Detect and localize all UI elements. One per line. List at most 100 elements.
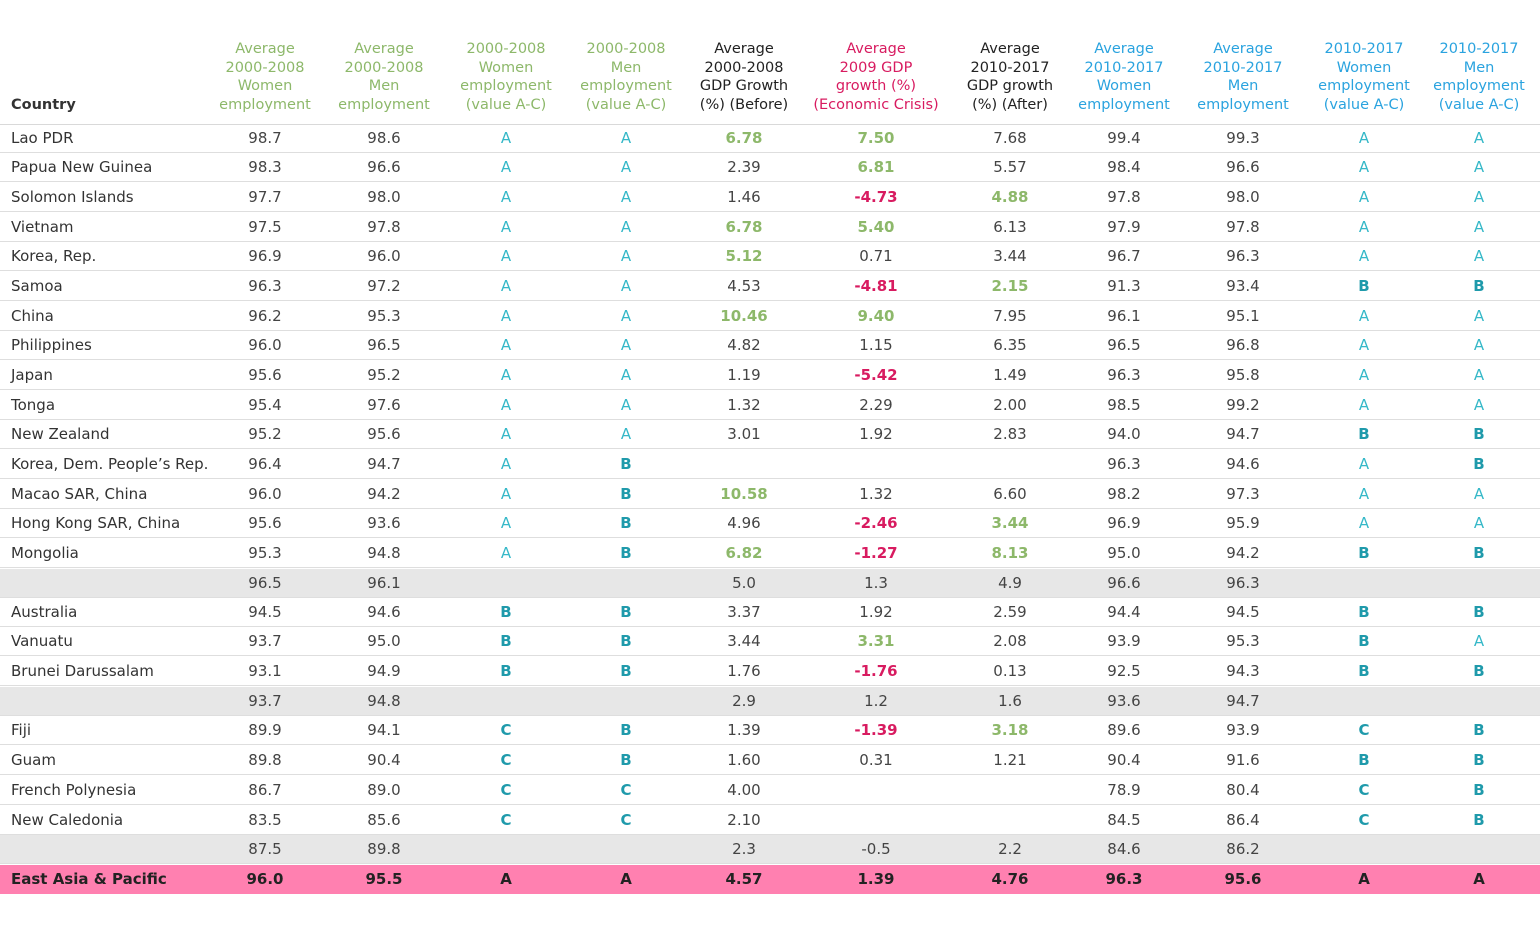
column-header-gdp0008: Average 2000-2008 GDP Growth (%) (Before) — [699, 41, 789, 113]
cell-wg0008: A — [500, 544, 512, 562]
cell-gdp1017: 5.57 — [993, 158, 1027, 176]
cell-wg1017: A — [1358, 514, 1370, 532]
cell-m1017: 96.3 — [1226, 574, 1260, 592]
cell-gdp0008: 6.78 — [725, 129, 763, 147]
cell-gdp2009: 1.15 — [859, 336, 893, 354]
cell-gdp1017: 2.59 — [993, 603, 1027, 621]
cell-gdp0008: 5.12 — [725, 247, 763, 265]
cell-mg1017: B — [1473, 662, 1485, 680]
cell-gdp0008: 1.76 — [727, 662, 761, 680]
cell-m0008: 95.6 — [367, 425, 401, 443]
cell-gdp1017: 0.13 — [993, 662, 1027, 680]
cell-mg1017: A — [1473, 336, 1485, 354]
cell-gdp2009: 1.3 — [864, 574, 888, 592]
cell-wg0008: A — [500, 158, 512, 176]
cell-m1017: 97.8 — [1226, 218, 1260, 236]
cell-country: Guam — [11, 751, 56, 769]
cell-mg0008: C — [620, 811, 632, 829]
cell-mg0008: B — [620, 751, 632, 769]
cell-m0008: 96.1 — [367, 574, 401, 592]
cell-w0008: 96.9 — [248, 247, 282, 265]
cell-wg0008: A — [500, 188, 512, 206]
cell-country: Hong Kong SAR, China — [11, 514, 181, 532]
cell-gdp1017: 3.44 — [993, 247, 1027, 265]
table-row: Macao SAR, China 96.0 94.2 A B 10.58 1.32 6.60 9… — [0, 480, 1540, 509]
table-row: Vanuatu 93.7 95.0 B B 3.44 3.31 2.08 93.9 95.3 B A — [0, 627, 1540, 656]
cell-w1017: 91.3 — [1107, 277, 1141, 295]
cell-wg1017: B — [1358, 662, 1370, 680]
cell-w1017: 90.4 — [1107, 751, 1141, 769]
subtotal-row: 87.5 89.8 2.3 -0.5 2.2 84.6 86.2 — [0, 835, 1540, 864]
cell-w0008: 97.5 — [248, 218, 282, 236]
cell-country: Korea, Rep. — [11, 247, 97, 265]
cell-wg0008: A — [500, 218, 512, 236]
cell-wg1017 — [1309, 687, 1419, 716]
cell-m0008: 95.5 — [365, 870, 403, 888]
cell-gdp0008: 6.78 — [725, 218, 763, 236]
cell-gdp1017: 1.49 — [993, 366, 1027, 384]
cell-w1017: 96.3 — [1107, 366, 1141, 384]
cell-wg0008: B — [500, 632, 512, 650]
cell-w0008: 97.7 — [248, 188, 282, 206]
cell-gdp2009: -2.46 — [854, 514, 898, 532]
cell-mg1017: B — [1473, 721, 1485, 739]
cell-wg1017: A — [1358, 129, 1370, 147]
cell-gdp2009: -1.39 — [854, 721, 898, 739]
cell-w1017: 96.3 — [1107, 455, 1141, 473]
cell-m0008: 94.7 — [367, 455, 401, 473]
cell-gdp0008: 3.44 — [727, 632, 761, 650]
cell-w1017: 96.3 — [1105, 870, 1143, 888]
cell-m0008: 94.9 — [367, 662, 401, 680]
cell-m1017: 96.8 — [1226, 336, 1260, 354]
cell-wg1017: C — [1358, 721, 1370, 739]
cell-m1017: 95.8 — [1226, 366, 1260, 384]
cell-gdp1017: 4.76 — [991, 870, 1029, 888]
cell-mg0008: B — [620, 485, 632, 503]
cell-wg0008: A — [500, 485, 512, 503]
cell-wg0008: B — [500, 662, 512, 680]
cell-m0008: 97.8 — [367, 218, 401, 236]
cell-m0008: 85.6 — [367, 811, 401, 829]
cell-mg0008: A — [620, 425, 632, 443]
table-row: Brunei Darussalam 93.1 94.9 B B 1.76 -1.76 0.13… — [0, 657, 1540, 686]
cell-mg1017: B — [1473, 544, 1485, 562]
cell-mg1017: B — [1473, 751, 1485, 769]
cell-w0008: 95.3 — [248, 544, 282, 562]
cell-country: New Zealand — [11, 425, 110, 443]
cell-gdp2009: 7.50 — [857, 129, 895, 147]
cell-gdp2009: 0.31 — [859, 751, 893, 769]
cell-m1017: 91.6 — [1226, 751, 1260, 769]
cell-w0008: 95.6 — [248, 366, 282, 384]
cell-gdp1017 — [955, 450, 1065, 479]
cell-m0008: 96.5 — [367, 336, 401, 354]
cell-mg1017: A — [1473, 366, 1485, 384]
cell-gdp0008: 2.3 — [732, 840, 756, 858]
cell-gdp0008: 1.46 — [727, 188, 761, 206]
table-row: Japan 95.6 95.2 A A 1.19 -5.42 1.49 96.3 95.8 A A — [0, 361, 1540, 390]
cell-m1017: 96.6 — [1226, 158, 1260, 176]
cell-m1017: 94.5 — [1226, 603, 1260, 621]
table-row: Australia 94.5 94.6 B B 3.37 1.92 2.59 94.4 94.5 B… — [0, 598, 1540, 627]
cell-gdp0008: 4.57 — [725, 870, 763, 888]
cell-gdp2009: 6.81 — [857, 158, 895, 176]
cell-mg0008 — [571, 569, 681, 598]
cell-gdp2009: 1.92 — [859, 603, 893, 621]
cell-gdp0008: 1.60 — [727, 751, 761, 769]
cell-wg0008: C — [500, 751, 512, 769]
cell-w1017: 94.4 — [1107, 603, 1141, 621]
cell-m0008: 94.6 — [367, 603, 401, 621]
cell-wg1017: A — [1358, 366, 1370, 384]
cell-wg0008: A — [500, 396, 512, 414]
cell-gdp0008: 2.39 — [727, 158, 761, 176]
cell-gdp0008: 4.96 — [727, 514, 761, 532]
cell-w1017: 84.5 — [1107, 811, 1141, 829]
cell-m1017: 95.3 — [1226, 632, 1260, 650]
cell-country: Fiji — [11, 721, 32, 739]
cell-m0008: 95.0 — [367, 632, 401, 650]
table-row: China 96.2 95.3 A A 10.46 9.40 7.95 96.1 95.1 A A — [0, 302, 1540, 331]
column-header-wg1017: 2010-2017 Women employment (value A-C) — [1318, 41, 1410, 113]
cell-country: Australia — [11, 603, 78, 621]
cell-gdp0008: 2.10 — [727, 811, 761, 829]
cell-w0008: 98.7 — [248, 129, 282, 147]
cell-w0008: 86.7 — [248, 781, 282, 799]
